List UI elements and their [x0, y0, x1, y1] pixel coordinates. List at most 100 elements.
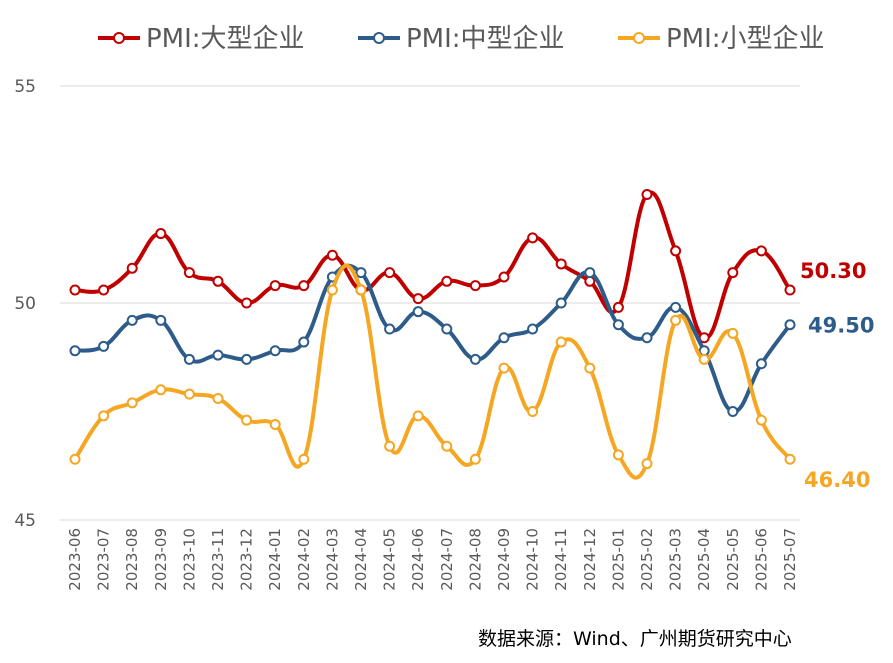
data-point	[183, 353, 195, 365]
x-tick-label: 2024-05	[381, 528, 399, 591]
data-point	[326, 249, 338, 261]
data-point	[155, 314, 167, 326]
data-point	[670, 245, 682, 257]
y-tick-label: 55	[14, 77, 36, 97]
data-point	[412, 306, 424, 318]
data-point	[126, 314, 138, 326]
data-point	[98, 284, 110, 296]
y-axis-ticks: 45 50 55	[14, 77, 36, 531]
data-point	[298, 453, 310, 465]
data-point	[355, 284, 367, 296]
legend-label: PMI:小型企业	[666, 24, 825, 54]
data-point	[755, 358, 767, 370]
series-line	[74, 263, 792, 414]
data-point	[412, 410, 424, 422]
data-point	[727, 267, 739, 279]
data-point	[469, 353, 481, 365]
data-point	[183, 388, 195, 400]
x-tick-label: 2024-01	[266, 528, 284, 591]
legend-label: PMI:大型企业	[146, 24, 305, 54]
data-point	[384, 323, 396, 335]
data-point	[641, 189, 653, 200]
x-tick-label: 2025-06	[752, 528, 770, 591]
end-value-label: 50.30	[800, 259, 866, 283]
data-point	[69, 345, 81, 357]
data-point	[269, 419, 281, 431]
x-tick-label: 2024-03	[323, 528, 341, 591]
data-point	[155, 228, 167, 240]
data-point	[155, 384, 167, 396]
data-point	[469, 280, 481, 292]
legend-label: PMI:中型企业	[406, 24, 565, 54]
data-point	[412, 293, 424, 305]
x-tick-label: 2023-12	[238, 528, 256, 591]
x-tick-label: 2024-10	[524, 528, 542, 591]
data-point	[670, 301, 682, 313]
data-point	[612, 319, 624, 331]
x-tick-label: 2024-09	[495, 528, 513, 591]
x-tick-label: 2023-06	[66, 528, 84, 591]
data-point	[98, 340, 110, 352]
x-tick-label: 2025-01	[609, 528, 627, 591]
data-point	[698, 353, 710, 365]
data-point	[212, 349, 224, 361]
data-point	[241, 414, 253, 426]
data-point	[584, 267, 596, 279]
legend-marker	[113, 32, 125, 44]
data-point	[69, 284, 81, 296]
data-point	[641, 332, 653, 344]
data-point	[469, 453, 481, 465]
data-point	[126, 262, 138, 274]
x-tick-label: 2024-06	[409, 528, 427, 591]
x-tick-label: 2023-07	[95, 528, 113, 591]
series-line	[73, 263, 792, 480]
data-point	[498, 362, 510, 374]
data-point	[384, 267, 396, 279]
data-point	[755, 414, 767, 426]
data-point	[212, 275, 224, 287]
legend: PMI:大型企业 PMI:中型企业 PMI:小型企业	[98, 24, 825, 54]
data-point	[784, 319, 796, 331]
data-point	[241, 353, 253, 365]
data-point	[612, 301, 624, 313]
legend-marker	[633, 32, 645, 44]
data-point	[584, 275, 596, 287]
data-point	[784, 284, 796, 296]
data-point	[326, 284, 338, 296]
legend-item: PMI:小型企业	[618, 24, 825, 54]
data-point	[527, 232, 539, 244]
data-point	[727, 406, 739, 417]
x-tick-label: 2023-08	[123, 528, 141, 591]
y-tick-label: 45	[14, 511, 36, 531]
x-tick-label: 2025-03	[667, 528, 685, 591]
data-point	[527, 323, 539, 335]
data-point	[755, 245, 767, 257]
x-tick-label: 2025-07	[781, 528, 799, 591]
x-tick-label: 2025-05	[724, 528, 742, 591]
end-value-label: 46.40	[804, 468, 870, 492]
series-2	[69, 263, 796, 480]
data-point	[612, 449, 624, 461]
x-tick-label: 2024-02	[295, 528, 313, 591]
data-point	[498, 271, 510, 283]
data-point	[441, 440, 453, 452]
data-point	[355, 267, 367, 279]
data-point	[584, 362, 596, 374]
series-layer	[69, 189, 796, 480]
legend-item: PMI:中型企业	[358, 24, 565, 54]
data-point	[98, 410, 110, 422]
end-value-label: 49.50	[808, 314, 874, 338]
data-point	[727, 327, 739, 339]
data-point	[555, 297, 567, 309]
series-0	[69, 189, 796, 344]
data-point	[298, 336, 310, 348]
legend-marker	[373, 32, 385, 44]
data-point	[183, 267, 195, 279]
data-point	[784, 453, 796, 465]
data-point	[126, 397, 138, 409]
data-point	[555, 258, 567, 270]
data-point	[670, 314, 682, 326]
source-note: 数据来源：Wind、广州期货研究中心	[478, 628, 792, 650]
x-tick-label: 2023-11	[209, 528, 227, 591]
